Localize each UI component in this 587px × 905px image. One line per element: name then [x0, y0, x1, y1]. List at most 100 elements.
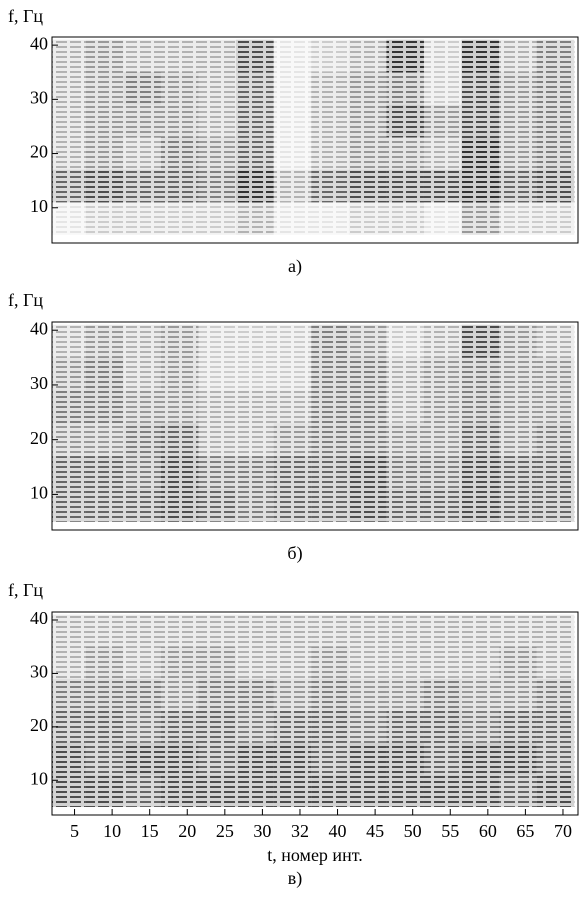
- cell: [52, 72, 86, 105]
- cell: [160, 742, 199, 775]
- cell: [461, 646, 500, 679]
- y-axis-label: f, Гц: [8, 290, 43, 310]
- cell: [499, 169, 537, 203]
- cell: [461, 614, 500, 647]
- cell: [85, 202, 124, 235]
- cell: [423, 202, 462, 235]
- cell: [236, 456, 274, 489]
- cell: [236, 39, 274, 73]
- x-tick-label: 65: [516, 821, 534, 841]
- cell: [236, 202, 274, 235]
- cell: [536, 39, 575, 73]
- cell: [499, 488, 537, 522]
- cell: [52, 774, 86, 807]
- cell: [311, 202, 349, 235]
- cell: [198, 742, 237, 775]
- x-tick-label: 60: [479, 821, 497, 841]
- cell: [236, 324, 274, 358]
- cell: [461, 774, 500, 807]
- cell: [160, 324, 199, 358]
- cell: [386, 423, 424, 457]
- cell: [348, 324, 387, 358]
- cell: [236, 169, 274, 203]
- cell: [499, 456, 537, 489]
- cell: [123, 324, 161, 358]
- cell: [423, 104, 462, 138]
- cell: [311, 646, 349, 679]
- cell: [386, 104, 424, 138]
- cell: [499, 742, 537, 775]
- cell: [461, 202, 500, 235]
- y-tick-label: 20: [30, 428, 48, 448]
- cell: [499, 614, 537, 647]
- cell: [236, 614, 274, 647]
- cell: [273, 774, 312, 807]
- x-tick-label: 15: [141, 821, 159, 841]
- cell: [52, 324, 86, 358]
- cell: [311, 710, 349, 743]
- cell: [536, 710, 575, 743]
- cell: [311, 423, 349, 457]
- cell: [52, 39, 86, 73]
- cell: [198, 488, 237, 522]
- cell: [348, 72, 387, 105]
- cell: [311, 390, 349, 424]
- cell: [198, 423, 237, 457]
- cell: [52, 104, 86, 138]
- cell: [236, 678, 274, 711]
- cell: [423, 39, 462, 73]
- cell: [85, 488, 124, 522]
- y-tick-label: 10: [30, 196, 48, 216]
- cell: [160, 357, 199, 391]
- cell: [85, 774, 124, 807]
- cell: [160, 614, 199, 647]
- cell: [85, 169, 124, 203]
- cell: [348, 169, 387, 203]
- x-tick-label: 5: [70, 821, 79, 841]
- plot-frame: [51, 611, 579, 816]
- cell: [273, 742, 312, 775]
- cell: [423, 774, 462, 807]
- cell: [536, 678, 575, 711]
- cell: [198, 324, 237, 358]
- cell: [198, 357, 237, 391]
- cell: [52, 202, 86, 235]
- cell: [423, 169, 462, 203]
- x-tick-label: 25: [216, 821, 234, 841]
- cell: [160, 104, 199, 138]
- y-axis-label: f, Гц: [8, 6, 43, 26]
- cell: [499, 710, 537, 743]
- cell: [85, 456, 124, 489]
- cell: [160, 710, 199, 743]
- cell: [311, 324, 349, 358]
- cell: [273, 169, 312, 203]
- cell: [123, 774, 161, 807]
- x-tick-label: 10: [103, 821, 121, 841]
- y-tick-label: 30: [30, 373, 48, 393]
- cell: [236, 423, 274, 457]
- cell: [461, 39, 500, 73]
- cell: [311, 774, 349, 807]
- cell: [198, 39, 237, 73]
- cell: [236, 646, 274, 679]
- cell: [160, 456, 199, 489]
- cell: [160, 39, 199, 73]
- cell: [536, 72, 575, 105]
- cell: [160, 774, 199, 807]
- cell: [273, 357, 312, 391]
- plot-frame: [51, 36, 579, 244]
- spectrogram: [52, 39, 575, 235]
- cell: [85, 678, 124, 711]
- cell: [52, 678, 86, 711]
- cell: [536, 324, 575, 358]
- spectrogram: [52, 324, 575, 522]
- cell: [386, 678, 424, 711]
- cell: [386, 456, 424, 489]
- x-axis-label: t, номер инт.: [267, 845, 362, 865]
- cell: [198, 678, 237, 711]
- y-axis-label: f, Гц: [8, 580, 43, 600]
- cell: [160, 202, 199, 235]
- x-tick-label: 50: [404, 821, 422, 841]
- cell: [423, 614, 462, 647]
- y-tick-label: 40: [30, 318, 48, 338]
